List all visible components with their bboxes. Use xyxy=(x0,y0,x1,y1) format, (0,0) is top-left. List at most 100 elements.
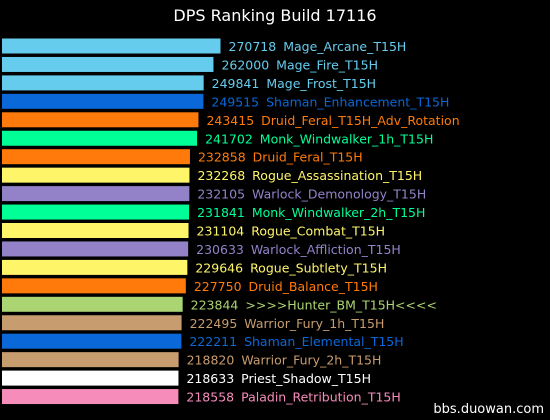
bar-value: 231841 xyxy=(197,205,245,220)
bar-value: 222495 xyxy=(190,316,238,331)
bar-label: 227750 Druid_Balance_T15H xyxy=(194,279,378,294)
bar-name: Mage_Frost_T15H xyxy=(266,76,376,91)
bar-row: 249515 Shaman_Enhancement_T15H xyxy=(2,93,449,109)
bar xyxy=(2,56,214,72)
bar xyxy=(2,167,190,183)
bar-name: Mage_Fire_T15H xyxy=(276,57,378,72)
bar-value: 232858 xyxy=(198,150,246,165)
bar xyxy=(2,93,204,109)
bar xyxy=(2,333,182,349)
watermark-text: bbs.duowan.com xyxy=(433,402,544,417)
bar-value: 230633 xyxy=(196,242,244,257)
bar-row: 241702 Monk_Windwalker_1h_T15H xyxy=(2,130,433,146)
bar-label: 231104 Rogue_Combat_T15H xyxy=(197,224,386,239)
bar-name: Warrior_Fury_1h_T15H xyxy=(244,316,384,331)
bar-value: 232105 xyxy=(197,187,245,202)
bar-label: 231841 Monk_Windwalker_2h_T15H xyxy=(197,205,425,220)
bar-name: Druid_Balance_T15H xyxy=(249,279,378,294)
bar-label: 243415 Druid_Feral_T15H_Adv_Rotation xyxy=(206,113,459,128)
bar-row: 231104 Rogue_Combat_T15H xyxy=(2,223,385,239)
bar-row: 230633 Warlock_Affliction_T15H xyxy=(2,241,401,257)
bar-value: 231104 xyxy=(197,224,245,239)
bar-label: 241702 Monk_Windwalker_1h_T15H xyxy=(205,131,433,146)
bar-row: 223844 >>>>Hunter_BM_T15H<<<< xyxy=(2,296,437,312)
bar-value: 243415 xyxy=(206,113,254,128)
bar-name: Paladin_Retribution_T15H xyxy=(241,390,401,405)
bar xyxy=(2,389,179,405)
bar-value: 249515 xyxy=(211,94,259,109)
bar-label: 230633 Warlock_Affliction_T15H xyxy=(196,242,401,257)
bar-label: 232268 Rogue_Assassination_T15H xyxy=(197,168,422,183)
bar-name: >>>>Hunter_BM_T15H<<<< xyxy=(245,297,437,312)
bars-group: 270718 Mage_Arcane_T15H 262000 Mage_Fire_T1… xyxy=(2,38,460,405)
bar-label: 218558 Paladin_Retribution_T15H xyxy=(186,390,400,405)
bar-name: Rogue_Subtlety_T15H xyxy=(250,260,387,275)
bar-value: 222211 xyxy=(189,334,237,349)
bar-label: 232858 Druid_Feral_T15H xyxy=(198,150,363,165)
bar-name: Priest_Shadow_T15H xyxy=(241,371,371,386)
bar-value: 218633 xyxy=(186,371,234,386)
bar-name: Rogue_Assassination_T15H xyxy=(252,168,422,183)
bar-row: 232858 Druid_Feral_T15H xyxy=(2,149,363,165)
bar-row: 262000 Mage_Fire_T15H xyxy=(2,56,378,72)
bar-row: 218558 Paladin_Retribution_T15H xyxy=(2,389,401,405)
bar-value: 249841 xyxy=(212,76,260,91)
bar xyxy=(2,130,198,146)
bar-row: 218633 Priest_Shadow_T15H xyxy=(2,370,371,386)
bar-name: Warlock_Affliction_T15H xyxy=(251,242,401,257)
bar-label: 249515 Shaman_Enhancement_T15H xyxy=(211,94,449,109)
bar-name: Rogue_Combat_T15H xyxy=(251,224,385,239)
bar xyxy=(2,259,188,275)
bar xyxy=(2,370,179,386)
bar-value: 229646 xyxy=(195,260,243,275)
bar-row: 222211 Shaman_Elemental_T15H xyxy=(2,333,404,349)
bar xyxy=(2,278,186,294)
bar-row: 270718 Mage_Arcane_T15H xyxy=(2,38,407,54)
bar-label: 229646 Rogue_Subtlety_T15H xyxy=(195,260,387,275)
bar xyxy=(2,186,190,202)
bar-value: 218558 xyxy=(186,390,234,405)
bar xyxy=(2,352,179,368)
bar-name: Mage_Arcane_T15H xyxy=(283,39,406,54)
bar-row: 232105 Warlock_Demonology_T15H xyxy=(2,186,426,202)
bar-name: Druid_Feral_T15H_Adv_Rotation xyxy=(261,113,459,128)
bar-name: Shaman_Enhancement_T15H xyxy=(266,94,449,109)
bar xyxy=(2,296,183,312)
bar xyxy=(2,112,199,128)
bar-label: 270718 Mage_Arcane_T15H xyxy=(229,39,407,54)
bar-name: Monk_Windwalker_1h_T15H xyxy=(260,131,434,146)
bar-label: 222211 Shaman_Elemental_T15H xyxy=(189,334,403,349)
bar-row: 232268 Rogue_Assassination_T15H xyxy=(2,167,422,183)
bar-label: 218820 Warrior_Fury_2h_T15H xyxy=(187,353,382,368)
bar xyxy=(2,38,221,54)
bar-row: 229646 Rogue_Subtlety_T15H xyxy=(2,259,387,275)
bar xyxy=(2,223,189,238)
bar-label: 218633 Priest_Shadow_T15H xyxy=(186,371,371,386)
bar-row: 231841 Monk_Windwalker_2h_T15H xyxy=(2,204,425,220)
bar-label: 222495 Warrior_Fury_1h_T15H xyxy=(190,316,385,331)
bar xyxy=(2,149,190,165)
bar xyxy=(2,315,182,331)
bar-row: 222495 Warrior_Fury_1h_T15H xyxy=(2,315,384,331)
bar-value: 227750 xyxy=(194,279,242,294)
bar-name: Warlock_Demonology_T15H xyxy=(252,187,426,202)
bar-value: 241702 xyxy=(205,131,253,146)
bar-name: Shaman_Elemental_T15H xyxy=(244,334,404,349)
bar-value: 270718 xyxy=(229,39,277,54)
bar-value: 223844 xyxy=(191,297,239,312)
bar-row: 227750 Druid_Balance_T15H xyxy=(2,278,378,294)
bar-name: Warrior_Fury_2h_T15H xyxy=(241,353,381,368)
bar xyxy=(2,241,189,257)
bar xyxy=(2,75,204,91)
bar-label: 249841 Mage_Frost_T15H xyxy=(212,76,376,91)
bar xyxy=(2,204,190,220)
bar-label: 223844 >>>>Hunter_BM_T15H<<<< xyxy=(191,297,437,312)
bar-row: 218820 Warrior_Fury_2h_T15H xyxy=(2,352,381,368)
bar-label: 232105 Warlock_Demonology_T15H xyxy=(197,187,426,202)
bar-name: Druid_Feral_T15H xyxy=(253,150,363,165)
bar-label: 262000 Mage_Fire_T15H xyxy=(221,57,378,72)
bar-row: 243415 Druid_Feral_T15H_Adv_Rotation xyxy=(2,112,460,128)
bar-value: 262000 xyxy=(221,57,269,72)
